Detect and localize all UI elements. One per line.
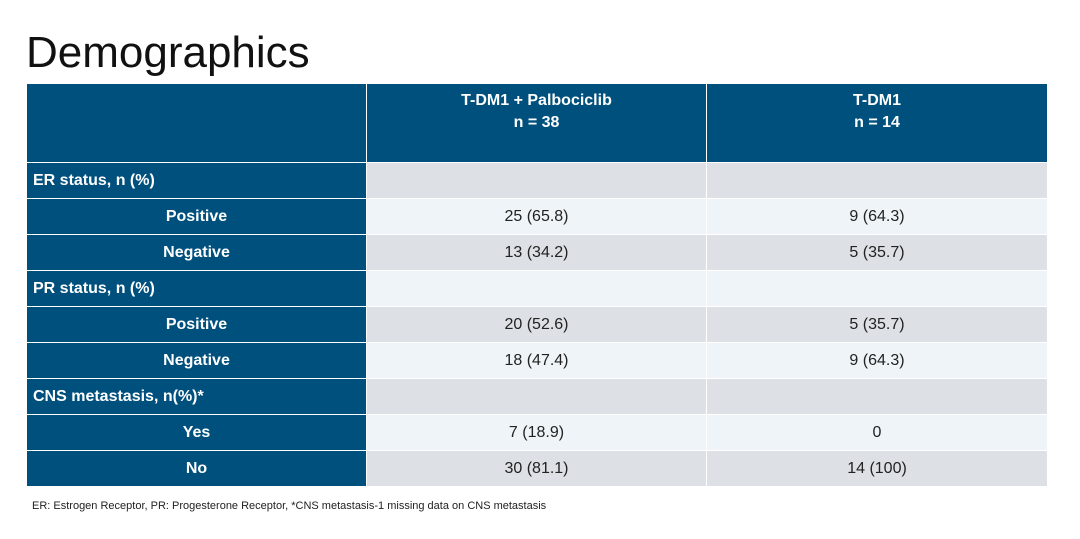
header-text: T-DM1 + Palbociclib: [461, 92, 612, 109]
table-cell: [706, 162, 1048, 199]
row-label: CNS metastasis, n(%)*: [26, 378, 367, 415]
table-cell: [706, 378, 1048, 415]
footnote: ER: Estrogen Receptor, PR: Progesterone …: [32, 500, 547, 512]
table-body: ER status, n (%) Positive 25 (65.8) 9 (64.3…: [26, 162, 1048, 487]
table-row: Negative 13 (34.2) 5 (35.7): [26, 234, 1048, 271]
row-label: PR status, n (%): [26, 270, 367, 307]
table: T-DM1 + Palbociclib n = 38 T-DM1 n = 14 ER…: [26, 83, 1048, 487]
table-cell: [706, 270, 1048, 307]
row-label: Positive: [26, 198, 367, 235]
table-cell: 18 (47.4): [366, 342, 707, 379]
header-text: T-DM1: [853, 92, 901, 109]
table-cell: 13 (34.2): [366, 234, 707, 271]
table-cell: 20 (52.6): [366, 306, 707, 343]
header-text: n = 14: [854, 114, 900, 131]
header-text: n = 38: [513, 114, 560, 131]
header-row: T-DM1 + Palbociclib n = 38 T-DM1 n = 14: [26, 83, 1048, 163]
table-row: No 30 (81.1) 14 (100): [26, 450, 1048, 487]
table-cell: 14 (100): [706, 450, 1048, 487]
title: Demographics: [26, 28, 310, 77]
table-cell: 9 (64.3): [706, 342, 1048, 379]
table-cell: 9 (64.3): [706, 198, 1048, 235]
row-label: Negative: [26, 342, 367, 379]
table-row: Positive 25 (65.8) 9 (64.3): [26, 198, 1048, 235]
table-cell: 7 (18.9): [366, 414, 707, 451]
row-label: Yes: [26, 414, 367, 451]
row-label: Negative: [26, 234, 367, 271]
table-row: Yes 7 (18.9) 0: [26, 414, 1048, 451]
row-label: Positive: [26, 306, 367, 343]
table-row: PR status, n (%): [26, 270, 1048, 307]
header-cell: T-DM1 + Palbociclib n = 38: [366, 83, 707, 163]
table-cell: 25 (65.8): [366, 198, 707, 235]
row-label: ER status, n (%): [26, 162, 367, 199]
header-cell: T-DM1 n = 14: [706, 83, 1048, 163]
table-cell: 0: [706, 414, 1048, 451]
table-cell: [366, 162, 707, 199]
table-row: CNS metastasis, n(%)*: [26, 378, 1048, 415]
table-cell: [366, 378, 707, 415]
table-cell: [366, 270, 707, 307]
table-cell: 30 (81.1): [366, 450, 707, 487]
table-cell: 5 (35.7): [706, 234, 1048, 271]
table-cell: 5 (35.7): [706, 306, 1048, 343]
header-cell: [26, 83, 367, 163]
row-label: No: [26, 450, 367, 487]
table-row: Positive 20 (52.6) 5 (35.7): [26, 306, 1048, 343]
table-row: ER status, n (%): [26, 162, 1048, 199]
table-row: Negative 18 (47.4) 9 (64.3): [26, 342, 1048, 379]
